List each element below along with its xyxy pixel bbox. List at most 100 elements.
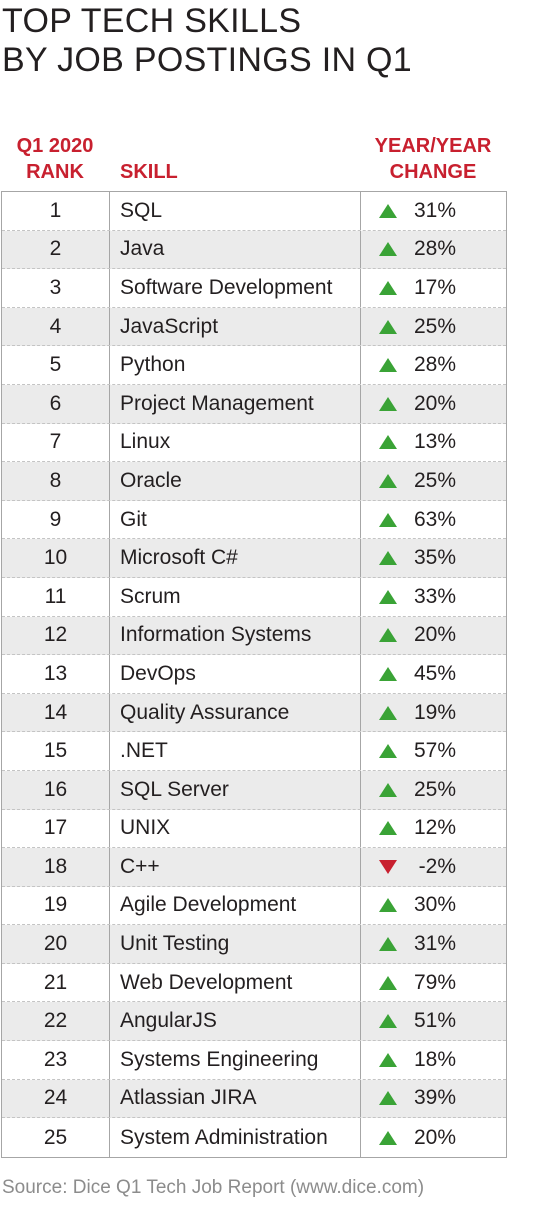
- up-arrow-icon: [379, 821, 397, 836]
- up-arrow-icon: [379, 358, 397, 373]
- up-arrow-icon: [379, 280, 397, 295]
- table-row: 19 Agile Development 30%: [2, 886, 506, 926]
- change-value: 33%: [413, 584, 456, 608]
- skill-cell: Git: [110, 500, 361, 539]
- skill-cell: Information Systems: [110, 616, 361, 655]
- up-arrow-icon: [379, 589, 397, 604]
- skill-cell: Atlassian JIRA: [110, 1079, 361, 1118]
- change-value: 20%: [413, 391, 456, 415]
- table-row: 24 Atlassian JIRA 39%: [2, 1079, 506, 1119]
- rank-cell: 18: [2, 848, 110, 886]
- skill-cell: Oracle: [110, 462, 361, 500]
- change-cell: 30%: [361, 887, 506, 925]
- table-row: 20 Unit Testing 31%: [2, 925, 506, 964]
- skills-table: 1 SQL 31% 2 Java 28% 3 Software Development 17% 4…: [1, 191, 507, 1158]
- rank-cell: 5: [2, 346, 110, 384]
- change-value: 31%: [413, 932, 456, 956]
- change-cell: 35%: [361, 539, 506, 577]
- title-line-2: BY JOB POSTINGS IN Q1: [2, 41, 412, 79]
- change-value: 12%: [413, 816, 456, 840]
- rank-cell: 12: [2, 616, 110, 655]
- change-cell: 25%: [361, 308, 506, 346]
- change-value: 39%: [413, 1086, 456, 1110]
- skill-cell: Web Development: [110, 963, 361, 1002]
- change-cell: 13%: [361, 424, 506, 462]
- change-cell: -2%: [361, 848, 506, 886]
- rank-header-line-2: RANK: [26, 161, 84, 183]
- skill-cell: Unit Testing: [110, 925, 361, 963]
- up-arrow-icon: [379, 242, 397, 257]
- change-cell: 25%: [361, 771, 506, 809]
- change-cell: 28%: [361, 231, 506, 269]
- skill-cell: Python: [110, 346, 361, 384]
- change-cell: 20%: [361, 617, 506, 655]
- skill-cell: System Administration: [110, 1118, 361, 1157]
- table-row: 6 Project Management 20%: [2, 384, 506, 424]
- rank-cell: 14: [2, 693, 110, 732]
- skill-cell: .NET: [110, 732, 361, 770]
- change-cell: 28%: [361, 346, 506, 384]
- table-row: 9 Git 63%: [2, 500, 506, 540]
- rank-cell: 19: [2, 886, 110, 925]
- change-cell: 12%: [361, 810, 506, 848]
- up-arrow-icon: [379, 473, 397, 488]
- change-value: 25%: [413, 468, 456, 492]
- table-row: 15 .NET 57%: [2, 732, 506, 771]
- up-arrow-icon: [379, 319, 397, 334]
- change-value: 63%: [413, 507, 456, 531]
- rank-cell: 16: [2, 770, 110, 809]
- skill-cell: DevOps: [110, 655, 361, 693]
- change-value: 79%: [413, 970, 456, 994]
- table-row: 11 Scrum 33%: [2, 577, 506, 617]
- rank-cell: 1: [2, 192, 110, 230]
- rank-cell: 21: [2, 963, 110, 1002]
- change-cell: 31%: [361, 192, 506, 230]
- rank-cell: 6: [2, 384, 110, 423]
- rank-cell: 17: [2, 809, 110, 848]
- rank-cell: 25: [2, 1118, 110, 1157]
- up-arrow-icon: [379, 435, 397, 450]
- table-row: 18 C++ -2%: [2, 848, 506, 887]
- table-row: 14 Quality Assurance 19%: [2, 693, 506, 733]
- change-value: 25%: [413, 777, 456, 801]
- skill-cell: Scrum: [110, 577, 361, 616]
- change-value: -2%: [418, 854, 456, 878]
- skill-column-header: SKILL: [120, 161, 178, 183]
- table-row: 16 SQL Server 25%: [2, 770, 506, 810]
- skill-cell: SQL Server: [110, 770, 361, 809]
- table-row: 21 Web Development 79%: [2, 963, 506, 1003]
- change-value: 28%: [413, 237, 456, 261]
- change-cell: 57%: [361, 732, 506, 770]
- rank-cell: 23: [2, 1041, 110, 1079]
- skill-cell: Software Development: [110, 269, 361, 307]
- table-row: 1 SQL 31%: [2, 192, 506, 231]
- rank-cell: 22: [2, 1002, 110, 1041]
- down-arrow-icon: [379, 859, 397, 874]
- rank-cell: 13: [2, 655, 110, 693]
- change-value: 51%: [413, 1009, 456, 1033]
- rank-cell: 11: [2, 577, 110, 616]
- table-row: 4 JavaScript 25%: [2, 307, 506, 347]
- rank-cell: 8: [2, 462, 110, 500]
- change-value: 18%: [413, 1047, 456, 1071]
- rank-cell: 24: [2, 1079, 110, 1118]
- table-row: 10 Microsoft C# 35%: [2, 539, 506, 578]
- skill-cell: Microsoft C#: [110, 539, 361, 577]
- up-arrow-icon: [379, 1091, 397, 1106]
- up-arrow-icon: [379, 512, 397, 527]
- change-value: 20%: [413, 623, 456, 647]
- change-value: 30%: [413, 893, 456, 917]
- change-cell: 63%: [361, 501, 506, 539]
- change-cell: 25%: [361, 462, 506, 500]
- skill-cell: Project Management: [110, 384, 361, 423]
- change-value: 31%: [413, 198, 456, 222]
- up-arrow-icon: [379, 203, 397, 218]
- change-cell: 17%: [361, 269, 506, 307]
- change-value: 28%: [413, 353, 456, 377]
- change-cell: 79%: [361, 964, 506, 1002]
- change-cell: 20%: [361, 1118, 506, 1157]
- change-header-line-1: YEAR/YEAR: [374, 135, 492, 157]
- change-cell: 33%: [361, 578, 506, 616]
- rank-cell: 2: [2, 230, 110, 269]
- skill-cell: SQL: [110, 192, 361, 230]
